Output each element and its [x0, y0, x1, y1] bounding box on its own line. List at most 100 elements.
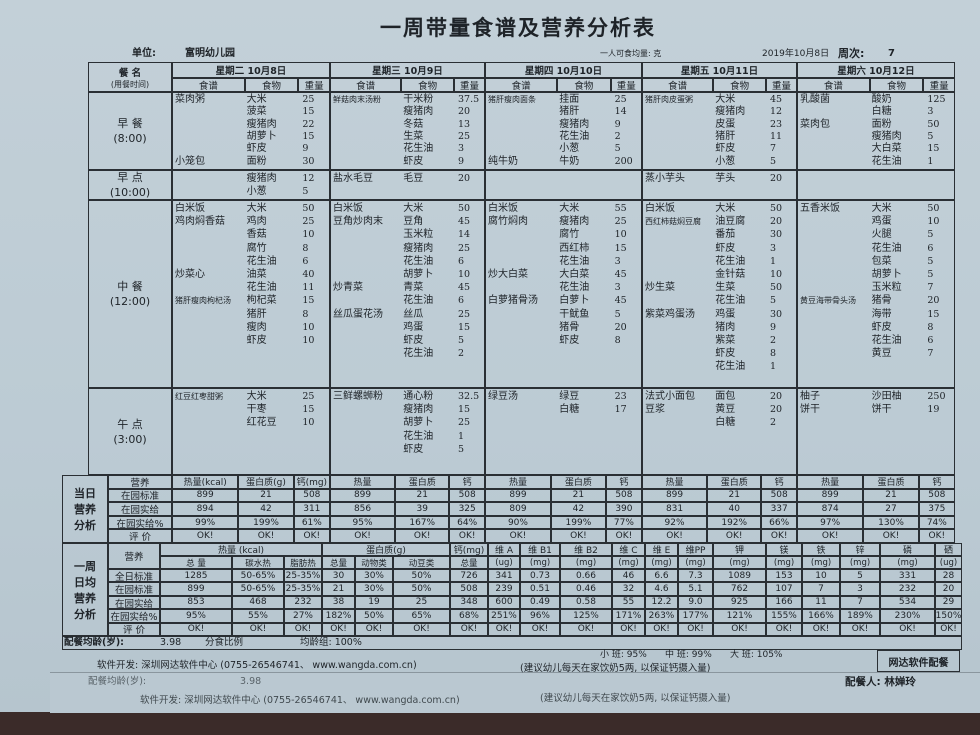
food-weight: 50	[770, 282, 783, 294]
weekly-value: 27%	[284, 609, 322, 623]
nutrition-value: 192%	[707, 515, 762, 530]
weekly-value: 25	[393, 595, 450, 610]
food-item: 面粉	[871, 118, 892, 130]
nutrition-value: OK!	[293, 529, 330, 543]
weekly-value: 7	[802, 582, 840, 596]
weekly-value: 150%	[935, 609, 962, 623]
food-weight: 30	[302, 155, 315, 167]
food-weight: 45	[458, 216, 471, 228]
weekly-subheader: 总量	[450, 556, 488, 569]
food-weight: 8	[770, 348, 777, 360]
food-item: 猪肝	[715, 131, 736, 142]
food-weight: 9	[614, 118, 621, 130]
food-weight: 37.5	[458, 94, 480, 105]
food-item: 花生油	[403, 255, 434, 267]
food-weight: 15	[927, 308, 940, 320]
weekly-value: 95%	[160, 609, 232, 623]
food-weight: 6	[927, 335, 934, 346]
weekly-value: 0.49	[520, 595, 560, 610]
food-item: 大米	[715, 94, 736, 105]
food-weight: 10	[302, 229, 315, 241]
food-weight: 20	[770, 391, 783, 402]
menu-sheet	[0, 0, 980, 712]
food-item: 油菜	[246, 269, 267, 280]
nutrition-value: 899	[485, 488, 551, 503]
meal-cell	[485, 388, 642, 475]
food-item: 瘦肉	[246, 321, 267, 333]
weekly-group-header: 维 B1	[520, 543, 560, 556]
food-weight: 15	[302, 106, 315, 118]
weekly-value: 50-65%	[232, 569, 284, 583]
dish-name: 白米饭	[333, 203, 363, 214]
nutrition-value: 95%	[330, 515, 396, 530]
subheader-food: 食物	[869, 78, 924, 92]
weekly-subheader: 脂肪热	[284, 556, 322, 569]
food-weight: 5	[927, 131, 934, 142]
food-item: 猪肉	[715, 321, 736, 333]
food-weight: 15	[302, 404, 315, 416]
food-weight: 12	[770, 106, 783, 118]
food-weight: 25	[302, 391, 315, 402]
weekly-subheader: 总量	[322, 556, 355, 569]
subheader-dish: 食谱	[485, 78, 558, 92]
nutrition-value: 99%	[172, 515, 239, 530]
food-item: 虾皮	[715, 242, 736, 254]
age-group: 均龄组: 100%	[300, 637, 362, 648]
weekly-subheader: (mg)	[678, 556, 713, 569]
weekly-subheader: (mg)	[766, 556, 802, 569]
daily-row-label: 评 价	[108, 529, 172, 543]
food-item: 枸杞菜	[246, 295, 277, 307]
food-item: 瘦猪肉	[246, 173, 277, 184]
weekly-value: 30%	[355, 569, 393, 583]
food-item: 番茄	[715, 229, 736, 241]
weekly-value: OK!	[840, 622, 880, 636]
meal-cell	[172, 388, 330, 475]
subheader-qty: 重量	[610, 78, 642, 92]
unit-name: 富明幼儿园	[185, 48, 235, 59]
weekly-subheader: 动物类	[355, 556, 393, 569]
food-weight: 5	[458, 335, 465, 346]
nutrition-value: 61%	[293, 515, 330, 530]
food-item: 白糖	[715, 417, 736, 429]
food-item: 大白菜	[559, 269, 590, 280]
weekly-value: 55	[612, 595, 645, 610]
dish-name: 盐水毛豆	[333, 173, 373, 184]
weekly-value: OK!	[880, 622, 935, 636]
meal-cell	[330, 170, 485, 200]
meal-cell	[330, 92, 485, 170]
back-sheet	[50, 672, 980, 713]
nutrition-value: OK!	[761, 529, 797, 543]
weekly-subheader: (mg)	[520, 556, 560, 569]
food-weight: 50	[458, 203, 471, 214]
nutrition-value: 856	[330, 502, 396, 516]
nutrition-header: 钙	[761, 475, 797, 489]
food-weight: 5	[927, 269, 934, 280]
meal-cell	[485, 170, 642, 200]
food-item: 牛奶	[559, 155, 580, 167]
meal-time: (10:00)	[109, 186, 151, 199]
dish-name: 鲜菇肉末汤粉	[333, 95, 381, 104]
food-item: 紫菜	[715, 335, 736, 346]
food-item: 花生油	[559, 131, 590, 142]
food-weight: 250	[927, 391, 946, 402]
weekly-value: 1285	[160, 569, 232, 583]
food-weight: 5	[302, 186, 309, 197]
weekly-group-header: 钙(mg)	[450, 543, 488, 556]
dish-name: 腐竹焖肉	[488, 216, 528, 228]
nutrition-value: OK!	[238, 529, 294, 543]
food-weight: 6	[458, 255, 465, 267]
food-weight: 25	[458, 131, 471, 142]
food-item: 生菜	[403, 131, 424, 142]
weekly-value: 251%	[488, 609, 520, 623]
nutrition-header: 蛋白质	[707, 475, 762, 489]
food-weight: 25	[458, 242, 471, 254]
weekly-value: 5	[840, 569, 880, 583]
meal-cell	[485, 200, 642, 388]
food-weight: 2	[614, 131, 621, 142]
nutrition-value: OK!	[797, 529, 864, 543]
dish-name: 丝瓜蛋花汤	[333, 308, 383, 320]
weekly-value: OK!	[560, 622, 612, 636]
food-item: 干鱿鱼	[559, 308, 590, 320]
food-item: 花生油	[403, 348, 434, 360]
food-item: 虾皮	[246, 335, 267, 346]
